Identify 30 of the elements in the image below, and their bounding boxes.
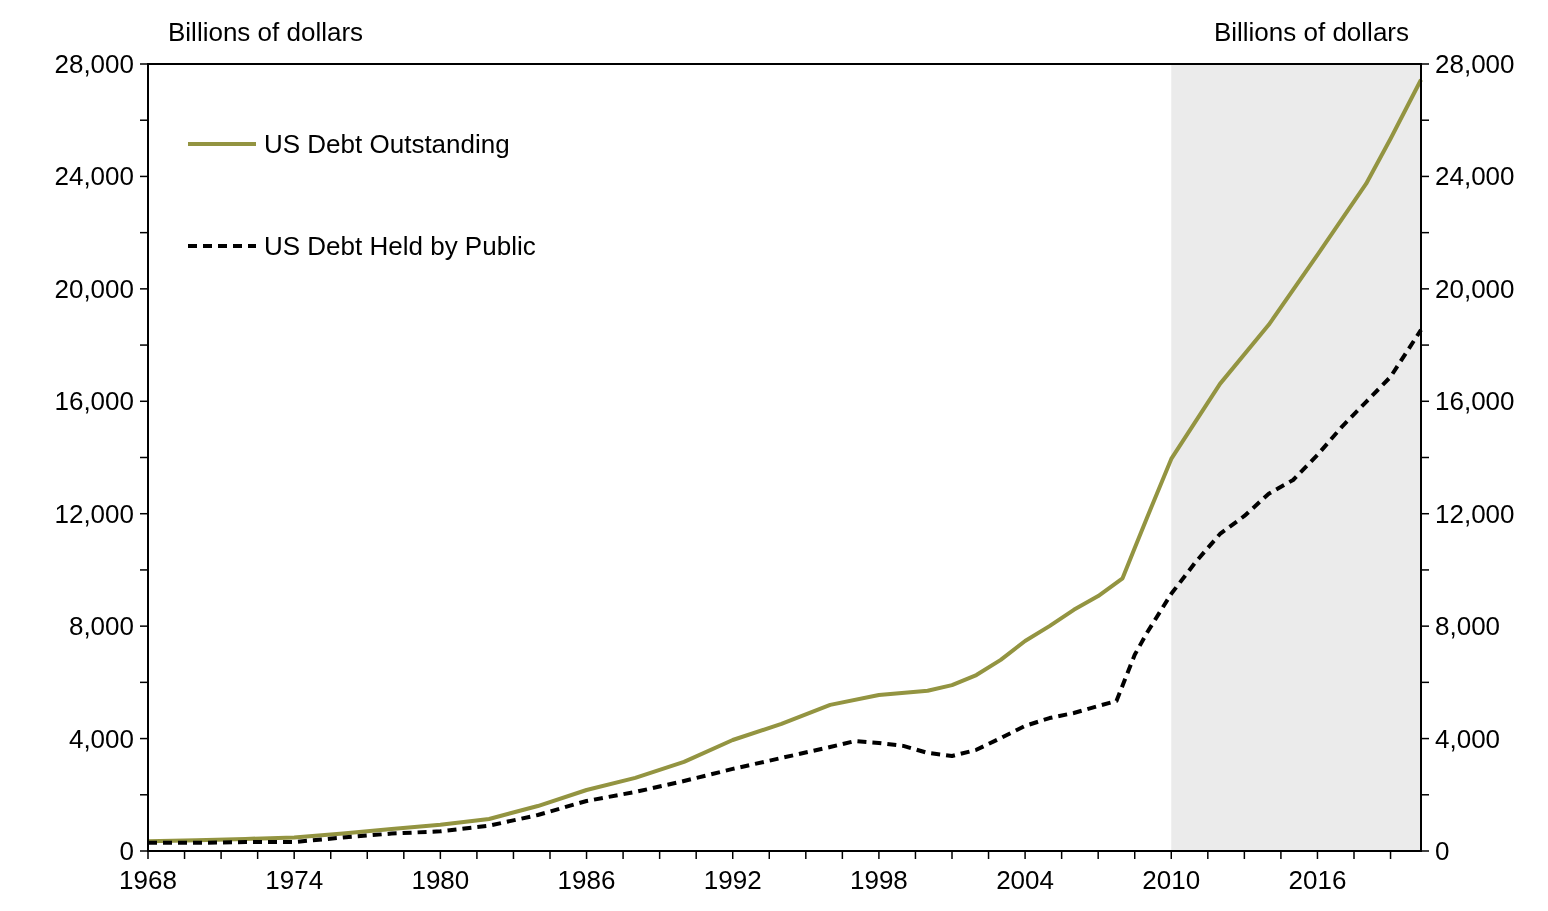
y-axis-title: Billions of dollars xyxy=(168,17,364,47)
x-tick-label: 1986 xyxy=(557,865,616,895)
y2-tick-label: 12,000 xyxy=(1435,498,1515,529)
y2-axis-title: Billions of dollars xyxy=(1213,17,1409,47)
y2-tick-label: 8,000 xyxy=(1435,611,1501,642)
y-tick-label: 20,000 xyxy=(54,273,134,304)
y2-tick-label: 16,000 xyxy=(1435,386,1515,417)
x-tick-label: 1974 xyxy=(265,865,324,895)
x-tick-label: 2016 xyxy=(1288,865,1347,895)
line-series xyxy=(146,77,1423,844)
x-tick-label: 1998 xyxy=(849,865,908,895)
x-tick-label: 2004 xyxy=(996,865,1055,895)
y-tick-label: 8,000 xyxy=(68,611,134,642)
y-tick-label: 12,000 xyxy=(54,498,134,529)
y-tick-label: 4,000 xyxy=(68,723,134,754)
legend-label: US Debt Held by Public xyxy=(264,231,536,261)
y2-tick-label: 4,000 xyxy=(1435,723,1501,754)
x-tick-label: 1980 xyxy=(411,865,470,895)
y2-tick-label: 20,000 xyxy=(1435,273,1515,304)
y-tick-label: 28,000 xyxy=(54,49,134,79)
y-tick-label: 16,000 xyxy=(54,386,134,417)
y2-tick-label: 0 xyxy=(1435,836,1450,866)
y-tick-label: 0 xyxy=(119,836,134,866)
y2-tick-label: 28,000 xyxy=(1435,49,1515,79)
y-tick-label: 24,000 xyxy=(54,161,134,192)
x-tick-label: 1968 xyxy=(119,865,177,895)
y2-tick-label: 24,000 xyxy=(1435,161,1515,192)
x-tick-label: 2010 xyxy=(1142,865,1201,895)
x-tick-label: 1992 xyxy=(703,865,762,895)
legend-label: US Debt Outstanding xyxy=(264,129,510,159)
